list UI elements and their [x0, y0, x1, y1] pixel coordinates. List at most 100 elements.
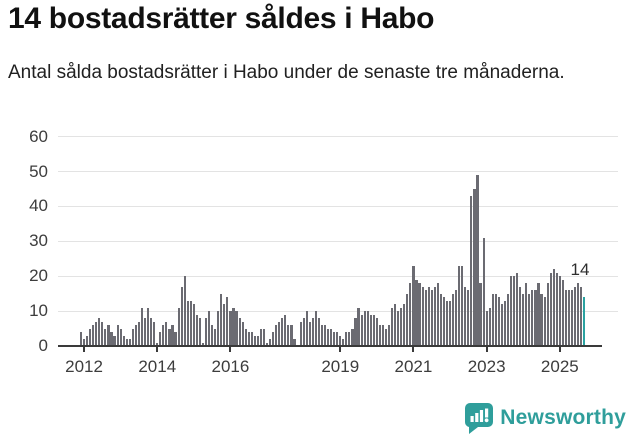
- bar: [119, 328, 122, 346]
- bar: [580, 286, 583, 346]
- bar: [290, 325, 293, 346]
- bar: [220, 293, 223, 346]
- bar: [82, 339, 86, 346]
- bar: [256, 335, 259, 346]
- bar: [470, 195, 473, 346]
- bar: [436, 283, 439, 346]
- x-axis-tick-label: 2025: [540, 357, 579, 376]
- bar: [476, 174, 479, 346]
- bar: [558, 276, 561, 346]
- y-axis-tick-label: 30: [29, 231, 48, 251]
- bar: [317, 318, 320, 346]
- bar: [488, 307, 491, 346]
- bar: [137, 321, 141, 346]
- bar: [208, 311, 211, 346]
- bar: [275, 325, 278, 346]
- chart-subtitle: Antal sålda bostadsrätter i Habo under d…: [8, 62, 565, 83]
- bar: [549, 272, 552, 346]
- bar: [500, 304, 503, 346]
- bar: [448, 300, 452, 346]
- bar: [384, 328, 388, 346]
- brand-name: Newsworthy: [500, 406, 626, 429]
- bar: [192, 304, 195, 346]
- bar: [131, 328, 134, 346]
- x-axis-tick-label: 2023: [467, 357, 506, 376]
- bar: [400, 307, 403, 346]
- bar: [397, 311, 400, 346]
- bar: [183, 276, 186, 346]
- x-axis-tick: [83, 347, 86, 352]
- bar: [366, 311, 369, 346]
- bar: [122, 335, 125, 346]
- y-axis-tick-label: 10: [29, 301, 48, 321]
- bar: [412, 265, 415, 346]
- bar: [311, 318, 314, 346]
- x-axis-tick-label: 2012: [65, 357, 103, 376]
- bar: [497, 297, 500, 346]
- bar: [223, 304, 226, 346]
- bar: [513, 276, 516, 346]
- bar: [543, 297, 546, 346]
- bar: [546, 283, 549, 346]
- bar: [305, 311, 308, 346]
- bar: [195, 314, 198, 346]
- bar: [79, 332, 83, 346]
- bar: [150, 318, 153, 346]
- y-axis-tick-label: 40: [29, 196, 48, 216]
- bar: [577, 283, 580, 346]
- bar: [98, 318, 101, 346]
- bar: [415, 279, 418, 346]
- bar: [241, 321, 244, 346]
- bar: [555, 272, 558, 346]
- bar: [250, 332, 253, 346]
- gridline: [58, 171, 618, 172]
- bar: [217, 311, 220, 346]
- bar: [522, 293, 525, 346]
- bar: [302, 318, 305, 346]
- bar: [552, 269, 555, 346]
- bar: [525, 283, 528, 346]
- bar: [265, 342, 269, 346]
- brand-logo: Newsworthy: [465, 400, 626, 436]
- bar: [567, 290, 571, 346]
- bar: [281, 318, 284, 346]
- bar: [378, 325, 381, 346]
- bar: [491, 293, 494, 346]
- x-axis-tick: [412, 347, 415, 352]
- bar: [235, 311, 238, 346]
- bar: [439, 293, 442, 346]
- bar: [201, 342, 205, 346]
- bar: [369, 314, 372, 346]
- bar: [467, 290, 470, 346]
- x-axis-tick: [339, 347, 342, 352]
- bar: [244, 328, 247, 346]
- gridline: [58, 240, 618, 242]
- bar: [485, 311, 488, 346]
- bar: [372, 314, 375, 346]
- bar: [570, 290, 574, 346]
- highlighted-bar: [583, 297, 586, 346]
- bar: [159, 332, 162, 346]
- bar: [473, 188, 476, 346]
- bar: [330, 328, 333, 346]
- bar: [333, 332, 336, 346]
- newsworthy-logo-icon: [465, 402, 494, 434]
- bar: [503, 300, 507, 346]
- bar: [143, 318, 147, 346]
- bar: [394, 304, 397, 346]
- y-axis-tick-label: 60: [29, 126, 48, 146]
- bar: [204, 318, 208, 346]
- bar: [113, 335, 116, 346]
- bar: [168, 328, 171, 346]
- x-axis: [58, 345, 602, 347]
- bar: [110, 332, 113, 346]
- bar: [345, 332, 348, 346]
- bar: [381, 325, 385, 346]
- bar: [430, 290, 433, 346]
- bar: [272, 332, 275, 346]
- bar: [351, 328, 354, 346]
- bar: [445, 300, 449, 346]
- bar: [287, 325, 290, 346]
- bar: [189, 300, 192, 346]
- bar: [339, 335, 342, 346]
